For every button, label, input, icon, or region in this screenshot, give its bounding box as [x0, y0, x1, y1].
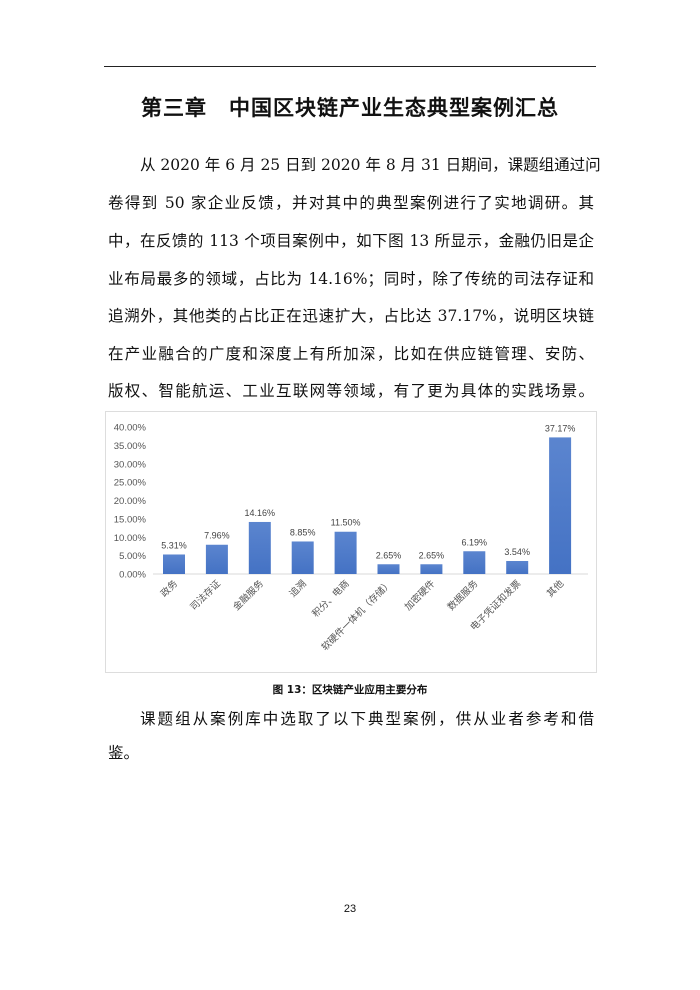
bar	[549, 437, 572, 574]
bar	[163, 554, 185, 574]
text-line: 业布局最多的领域，占比为 14.16%；同时，除了传统的司法存证和	[108, 270, 594, 288]
bar-chart: 0.00% 5.00% 10.00% 15.00% 20.00% 25.00% 30.00%…	[105, 411, 597, 673]
data-label: 3.54%	[504, 547, 530, 557]
text-line: 追溯外，其他类的占比正在迅速扩大，占比达 37.17%，说明区块链	[108, 307, 594, 325]
y-tick-label: 20.00%	[114, 496, 147, 507]
data-label: 37.17%	[545, 423, 576, 433]
bar	[205, 544, 228, 574]
bar	[334, 531, 357, 574]
x-tick-label: 追溯	[287, 578, 309, 600]
chapter-title: 第三章 中国区块链产业生态典型案例汇总	[141, 96, 559, 120]
y-tick-label: 30.00%	[114, 459, 147, 470]
text-line: 版权、智能航运、工业互联网等领域，有了更为具体的实践场景。	[108, 382, 594, 400]
header-rule	[104, 66, 596, 67]
y-tick-label: 0.00%	[119, 570, 146, 581]
data-label: 2.65%	[376, 550, 402, 560]
x-tick-label: 数据服务	[445, 577, 481, 613]
y-tick-label: 15.00%	[114, 514, 147, 525]
data-label: 8.85%	[290, 527, 316, 537]
x-tick-label: 软硬件一体机（存储）	[319, 578, 395, 654]
x-tick-label: 其他	[544, 577, 566, 599]
text-line: 在产业融合的广度和深度上有所加深，比如在供应链管理、安防、	[108, 345, 594, 363]
data-label: 14.16%	[245, 508, 276, 518]
y-tick-label: 35.00%	[114, 441, 147, 452]
y-tick-label: 25.00%	[114, 478, 147, 489]
data-label: 7.96%	[204, 531, 230, 541]
y-tick-label: 10.00%	[114, 533, 147, 544]
bar	[420, 564, 443, 574]
page-number: 23	[343, 903, 357, 915]
chart-svg: 0.00% 5.00% 10.00% 15.00% 20.00% 25.00% 30.00%…	[114, 423, 588, 654]
text-line: 从 2020 年 6 月 25 日到 2020 年 8 月 31 日期间，课题组…	[140, 156, 601, 174]
x-tick-label: 金融服务	[231, 577, 267, 613]
data-label: 2.65%	[419, 550, 445, 560]
text-line: 课题组从案例库中选取了以下典型案例，供从业者参考和借	[140, 710, 594, 728]
bar	[377, 564, 400, 574]
y-tick-label: 40.00%	[114, 423, 147, 434]
bar	[248, 521, 271, 574]
x-tick-label: 加密硬件	[402, 577, 438, 613]
data-label: 11.50%	[331, 518, 361, 528]
bar	[463, 551, 486, 574]
text-line: 卷得到 50 家企业反馈，并对其中的典型案例进行了实地调研。其	[108, 194, 594, 212]
figure-caption: 图 13：区块链产业应用主要分布	[272, 684, 428, 696]
x-tick-label: 政务	[158, 577, 180, 599]
data-label: 6.19%	[462, 537, 488, 547]
text-line: 鉴。	[108, 744, 140, 762]
y-tick-label: 5.00%	[119, 551, 146, 562]
x-tick-label: 司法存证	[188, 577, 224, 613]
x-tick-label: 积分、电商	[310, 578, 352, 620]
bar	[506, 560, 529, 574]
data-label: 5.31%	[161, 540, 187, 550]
bar	[291, 541, 314, 574]
text-line: 中，在反馈的 113 个项目案例中，如下图 13 所显示，金融仍旧是企	[108, 232, 594, 250]
